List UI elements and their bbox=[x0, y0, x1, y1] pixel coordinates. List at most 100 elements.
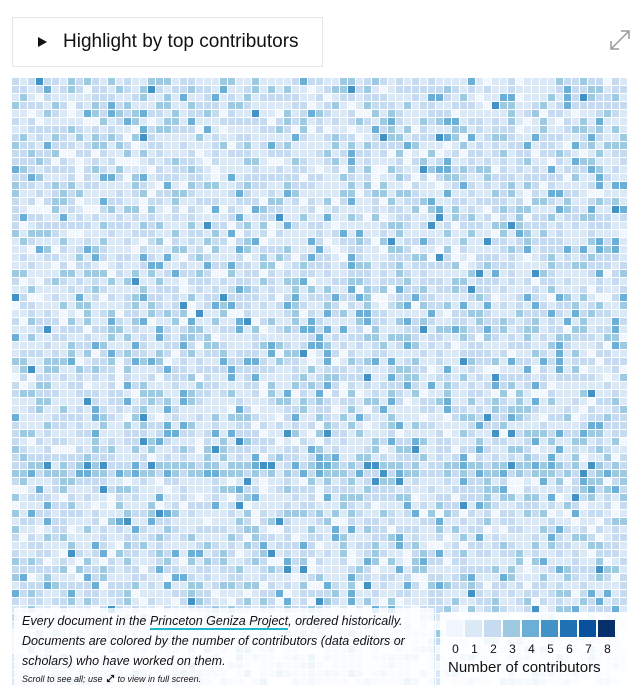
document-cell[interactable] bbox=[196, 174, 203, 181]
document-cell[interactable] bbox=[324, 326, 331, 333]
document-cell[interactable] bbox=[28, 86, 35, 93]
document-cell[interactable] bbox=[516, 206, 523, 213]
document-cell[interactable] bbox=[100, 358, 107, 365]
document-cell[interactable] bbox=[244, 470, 251, 477]
document-cell[interactable] bbox=[84, 102, 91, 109]
document-cell[interactable] bbox=[76, 470, 83, 477]
document-cell[interactable] bbox=[236, 406, 243, 413]
document-cell[interactable] bbox=[428, 294, 435, 301]
document-cell[interactable] bbox=[500, 566, 507, 573]
document-cell[interactable] bbox=[148, 390, 155, 397]
document-cell[interactable] bbox=[556, 422, 563, 429]
document-cell[interactable] bbox=[412, 566, 419, 573]
document-cell[interactable] bbox=[524, 398, 531, 405]
document-cell[interactable] bbox=[196, 166, 203, 173]
document-cell[interactable] bbox=[324, 286, 331, 293]
document-cell[interactable] bbox=[148, 526, 155, 533]
document-cell[interactable] bbox=[36, 166, 43, 173]
document-cell[interactable] bbox=[340, 206, 347, 213]
document-cell[interactable] bbox=[132, 454, 139, 461]
document-cell[interactable] bbox=[468, 558, 475, 565]
document-cell[interactable] bbox=[236, 526, 243, 533]
document-cell[interactable] bbox=[244, 502, 251, 509]
document-cell[interactable] bbox=[524, 198, 531, 205]
document-cell[interactable] bbox=[252, 286, 259, 293]
document-cell[interactable] bbox=[396, 470, 403, 477]
document-cell[interactable] bbox=[436, 430, 443, 437]
document-cell[interactable] bbox=[532, 566, 539, 573]
document-cell[interactable] bbox=[156, 454, 163, 461]
document-cell[interactable] bbox=[132, 278, 139, 285]
document-cell[interactable] bbox=[212, 430, 219, 437]
document-cell[interactable] bbox=[52, 326, 59, 333]
document-cell[interactable] bbox=[348, 422, 355, 429]
document-cell[interactable] bbox=[132, 310, 139, 317]
document-cell[interactable] bbox=[612, 502, 619, 509]
document-cell[interactable] bbox=[388, 582, 395, 589]
document-cell[interactable] bbox=[20, 158, 27, 165]
document-cell[interactable] bbox=[484, 422, 491, 429]
document-cell[interactable] bbox=[268, 382, 275, 389]
document-cell[interactable] bbox=[356, 166, 363, 173]
document-cell[interactable] bbox=[292, 118, 299, 125]
document-cell[interactable] bbox=[436, 406, 443, 413]
document-cell[interactable] bbox=[508, 390, 515, 397]
document-cell[interactable] bbox=[36, 422, 43, 429]
document-cell[interactable] bbox=[372, 470, 379, 477]
document-cell[interactable] bbox=[532, 510, 539, 517]
document-cell[interactable] bbox=[588, 390, 595, 397]
document-cell[interactable] bbox=[364, 286, 371, 293]
document-cell[interactable] bbox=[436, 134, 443, 141]
document-cell[interactable] bbox=[388, 470, 395, 477]
document-cell[interactable] bbox=[12, 582, 19, 589]
document-cell[interactable] bbox=[44, 110, 51, 117]
document-cell[interactable] bbox=[460, 374, 467, 381]
document-cell[interactable] bbox=[420, 486, 427, 493]
document-cell[interactable] bbox=[308, 518, 315, 525]
document-cell[interactable] bbox=[84, 86, 91, 93]
document-cell[interactable] bbox=[324, 574, 331, 581]
document-cell[interactable] bbox=[492, 278, 499, 285]
document-cell[interactable] bbox=[220, 142, 227, 149]
document-cell[interactable] bbox=[516, 270, 523, 277]
document-cell[interactable] bbox=[156, 406, 163, 413]
document-cell[interactable] bbox=[340, 246, 347, 253]
document-cell[interactable] bbox=[132, 126, 139, 133]
document-cell[interactable] bbox=[580, 510, 587, 517]
document-cell[interactable] bbox=[52, 126, 59, 133]
document-cell[interactable] bbox=[36, 230, 43, 237]
document-cell[interactable] bbox=[204, 102, 211, 109]
document-cell[interactable] bbox=[484, 94, 491, 101]
document-cell[interactable] bbox=[524, 294, 531, 301]
document-cell[interactable] bbox=[300, 566, 307, 573]
document-cell[interactable] bbox=[476, 334, 483, 341]
document-cell[interactable] bbox=[228, 446, 235, 453]
document-cell[interactable] bbox=[412, 190, 419, 197]
document-cell[interactable] bbox=[500, 86, 507, 93]
document-cell[interactable] bbox=[452, 342, 459, 349]
document-cell[interactable] bbox=[108, 582, 115, 589]
document-cell[interactable] bbox=[324, 510, 331, 517]
document-cell[interactable] bbox=[204, 318, 211, 325]
document-cell[interactable] bbox=[236, 430, 243, 437]
document-cell[interactable] bbox=[364, 230, 371, 237]
document-cell[interactable] bbox=[404, 254, 411, 261]
document-cell[interactable] bbox=[396, 110, 403, 117]
document-cell[interactable] bbox=[132, 118, 139, 125]
document-cell[interactable] bbox=[92, 478, 99, 485]
document-cell[interactable] bbox=[508, 558, 515, 565]
document-cell[interactable] bbox=[196, 550, 203, 557]
document-cell[interactable] bbox=[412, 118, 419, 125]
document-cell[interactable] bbox=[244, 198, 251, 205]
document-cell[interactable] bbox=[468, 302, 475, 309]
document-cell[interactable] bbox=[556, 158, 563, 165]
document-cell[interactable] bbox=[220, 294, 227, 301]
document-cell[interactable] bbox=[188, 118, 195, 125]
document-cell[interactable] bbox=[212, 422, 219, 429]
document-cell[interactable] bbox=[548, 358, 555, 365]
document-cell[interactable] bbox=[572, 494, 579, 501]
document-cell[interactable] bbox=[548, 326, 555, 333]
document-cell[interactable] bbox=[292, 110, 299, 117]
document-cell[interactable] bbox=[116, 390, 123, 397]
document-cell[interactable] bbox=[60, 214, 67, 221]
